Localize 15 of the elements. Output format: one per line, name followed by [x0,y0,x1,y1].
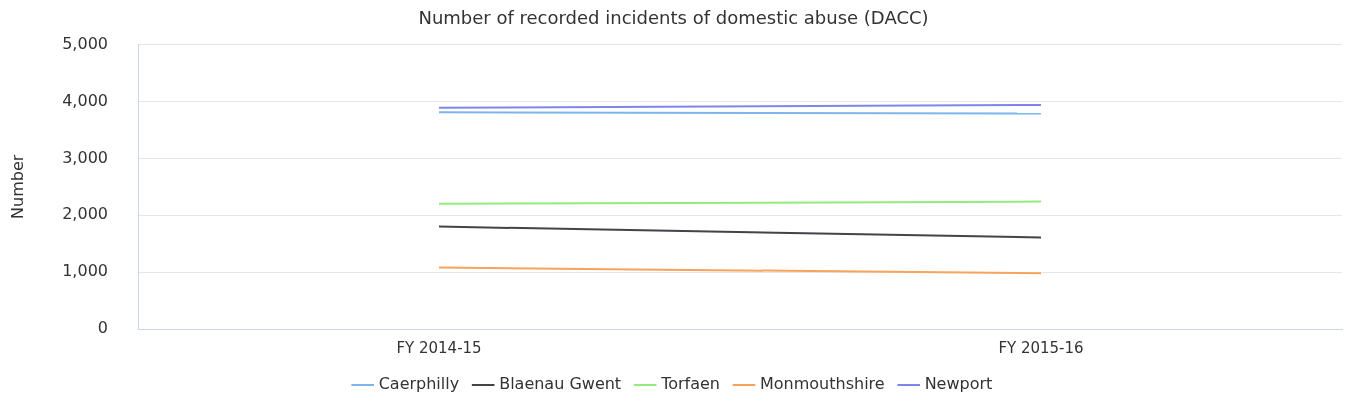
x-tick-label: FY 2014-15 [396,338,482,357]
x-tick-label: FY 2015-16 [998,338,1084,357]
y-tick-label: 5,000 [62,33,108,53]
legend-label: Newport [924,374,993,394]
legend-label: Monmouthshire [759,374,885,394]
y-tick-label: 2,000 [62,204,108,224]
y-tick-label: 3,000 [62,147,108,167]
legend-label: Torfaen [660,374,720,394]
y-tick-label: 0 [97,318,108,338]
y-tick-label: 4,000 [62,90,108,110]
y-tick-label: 1,000 [62,261,108,281]
y-axis-title: Number [7,154,27,219]
legend-label: Caerphilly [378,374,460,394]
chart-title: Number of recorded incidents of domestic abuse (DACC) [418,7,929,29]
legend-label: Blaenau Gwent [499,374,622,394]
